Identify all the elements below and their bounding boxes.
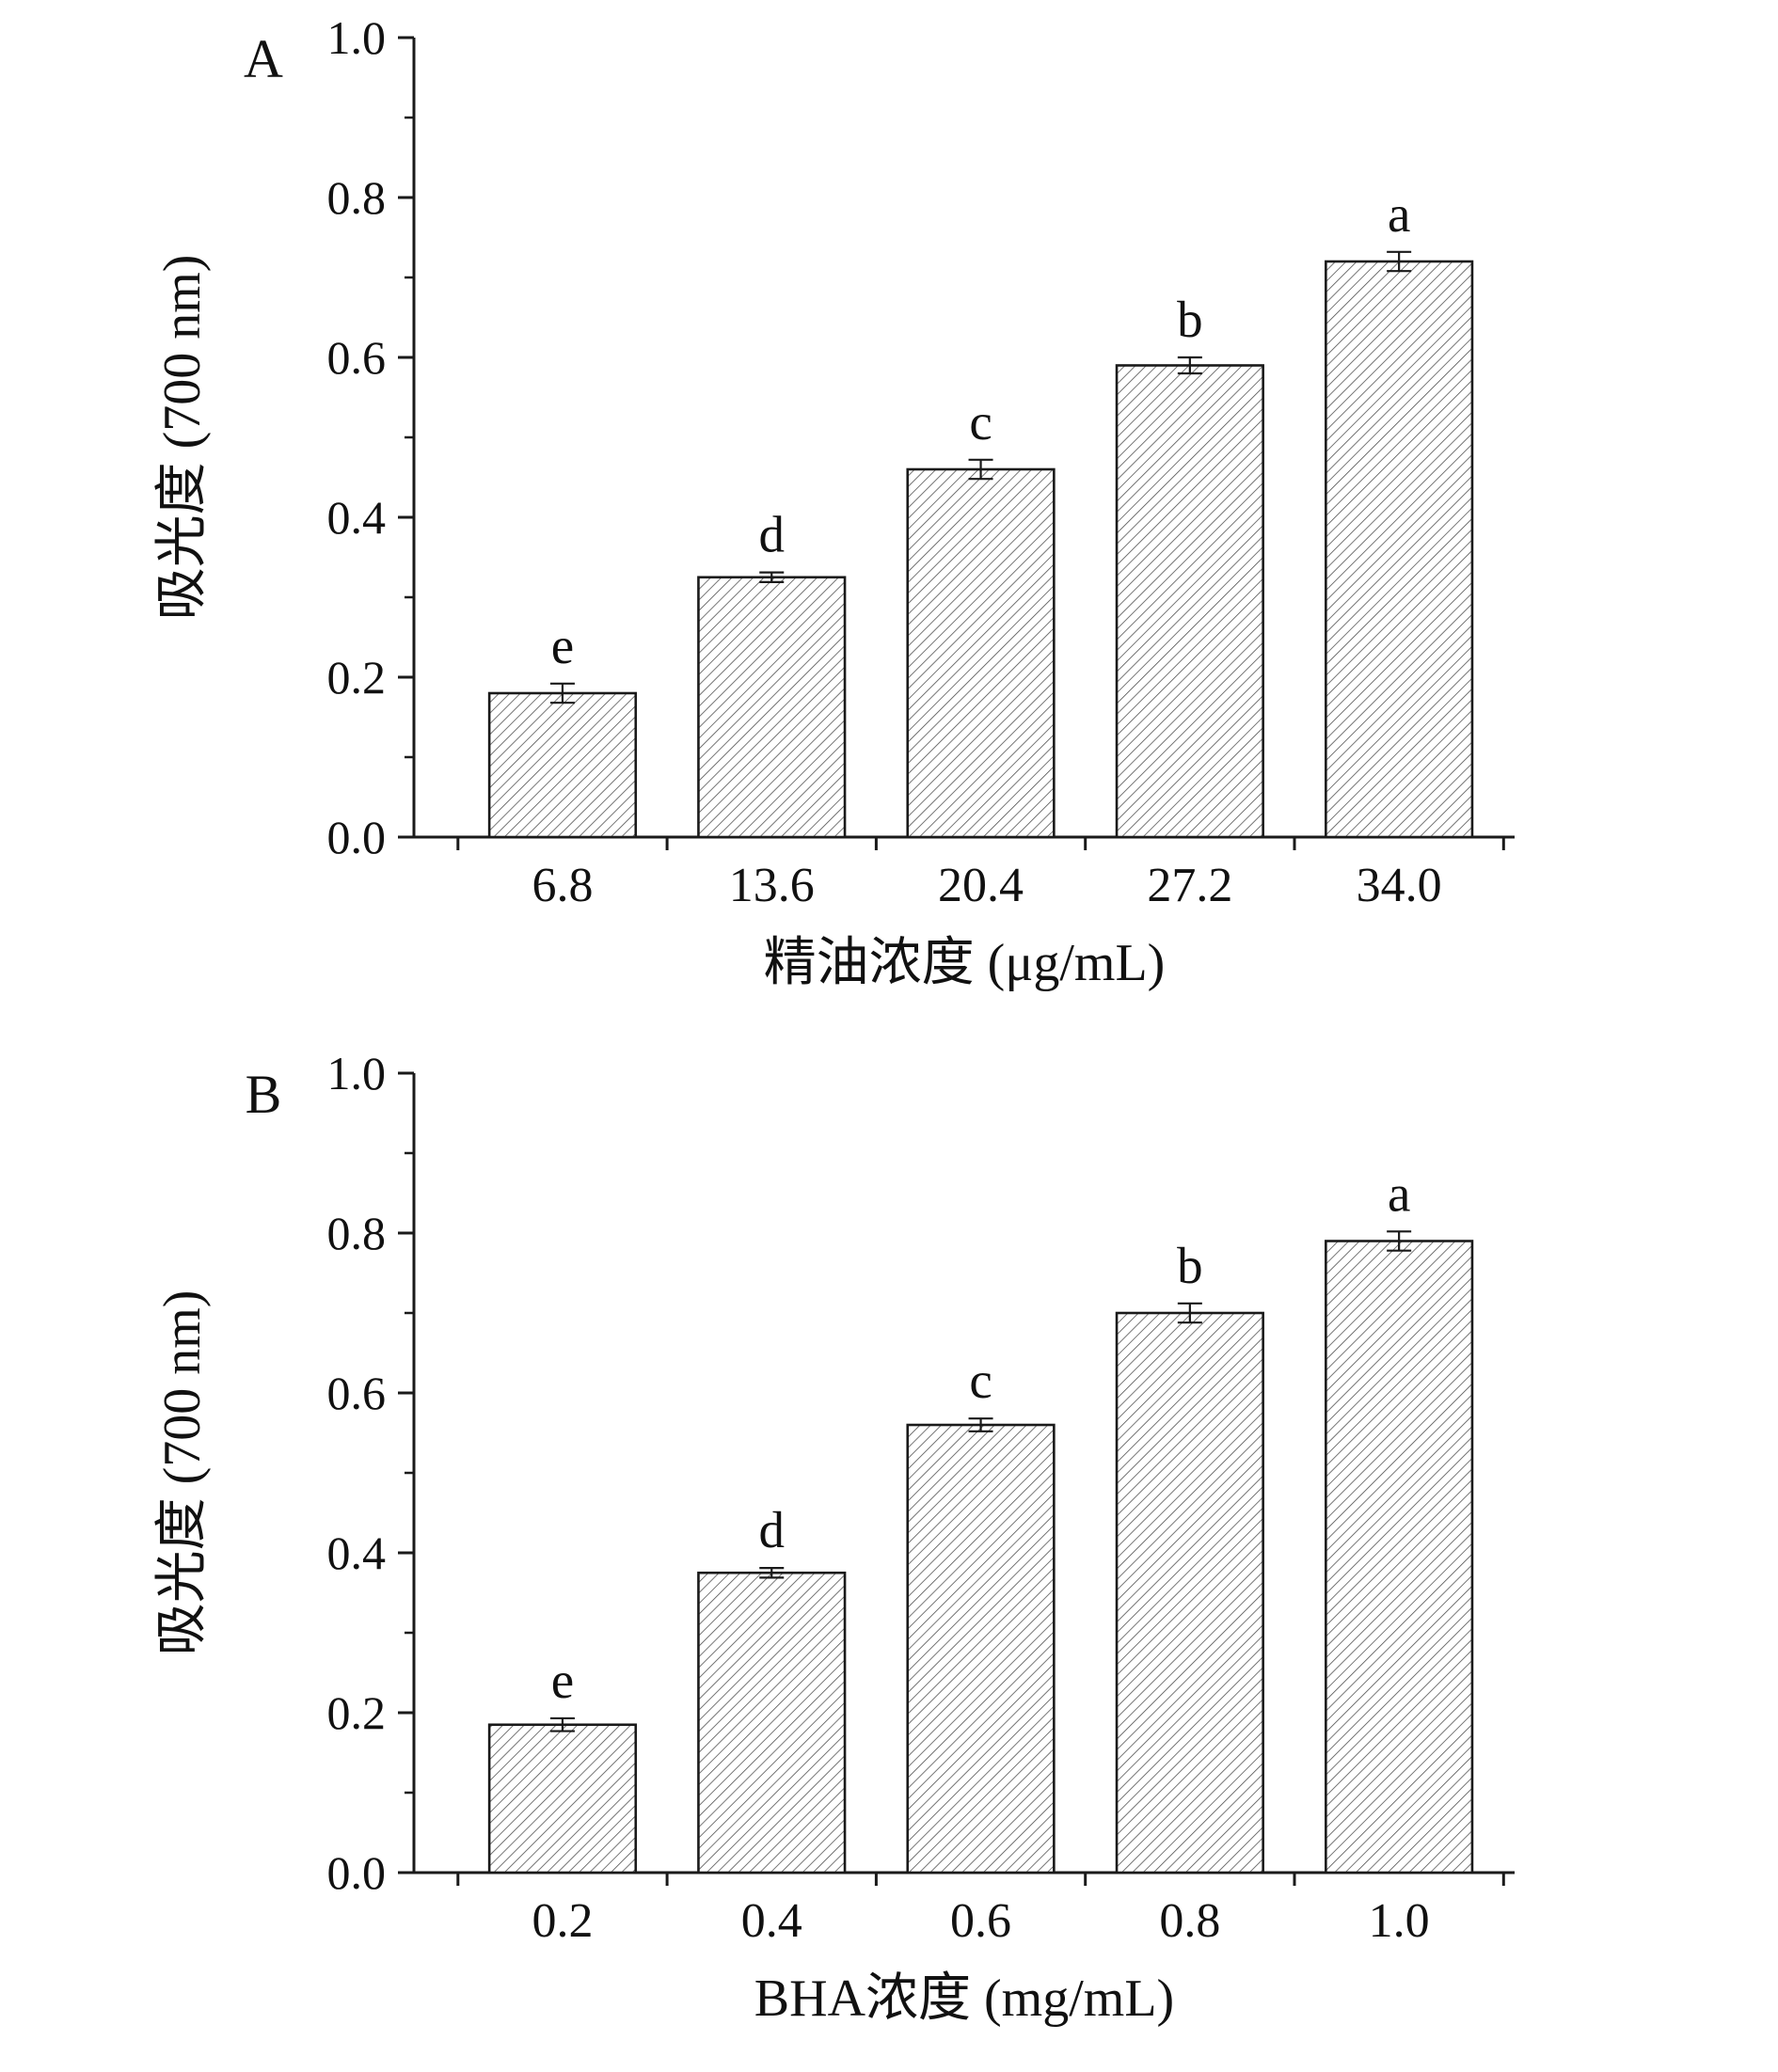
bar [1115,364,1264,839]
y-tick-label: 0.2 [327,651,387,704]
x-tick-label: 27.2 [1147,859,1232,912]
bar [697,1571,847,1874]
bar-letter: c [969,1352,992,1409]
bar-letter: d [759,506,786,563]
x-tick-label: 1.0 [1369,1894,1430,1948]
y-tick-label: 1.0 [327,11,387,64]
bar-letter: a [1388,185,1410,243]
bar-chart-a: A 0.0 0.2 0.4 0.6 0.8 1.0 e 6.8 d 13.6 c 20.4 b 27.2 a 3… [153,11,1515,992]
x-tick-label: 20.4 [938,859,1024,912]
x-tick-label: 6.8 [532,859,593,912]
bar [906,467,1056,839]
bar-letter: b [1177,1237,1203,1294]
panel-label: B [246,1064,282,1125]
y-tick-label: 0.0 [327,811,387,863]
bar [697,576,847,839]
y-tick-label: 0.6 [327,1367,387,1419]
y-tick-label: 0.0 [327,1846,387,1899]
y-tick-label: 0.8 [327,1207,387,1259]
y-tick-label: 0.4 [327,1526,387,1579]
x-tick-label: 13.6 [729,859,815,912]
panel-label: A [244,28,283,89]
bar [487,691,638,839]
x-tick-label: 0.6 [950,1894,1011,1948]
bar-chart-b: B 0.0 0.2 0.4 0.6 0.8 1.0 e 0.2 d 0.4 c 0.6 b 0.8 a 1.0 B… [153,1047,1515,2028]
bar [487,1723,638,1874]
bar-letter: e [551,1652,574,1709]
bar-letter: b [1177,291,1203,348]
x-tick-label: 0.4 [741,1894,802,1948]
y-tick-label: 0.4 [327,491,387,544]
chart-panel-b: B 0.0 0.2 0.4 0.6 0.8 1.0 e 0.2 d 0.4 c 0.6 b 0.8 a 1.0 B… [0,1036,1778,2071]
y-tick-label: 0.2 [327,1686,387,1739]
bar-letter: d [759,1501,786,1558]
x-axis-title: 精油浓度 (μg/mL) [764,934,1166,992]
bar [1325,260,1474,839]
bar [906,1423,1056,1874]
y-axis-title: 吸光度 (700 nm) [153,255,212,621]
x-tick-label: 0.2 [532,1894,593,1948]
x-axis-title: BHA浓度 (mg/mL) [754,1969,1174,2028]
bar [1115,1311,1264,1874]
y-tick-label: 1.0 [327,1047,387,1099]
chart-panel-a: A 0.0 0.2 0.4 0.6 0.8 1.0 e 6.8 d 13.6 c 20.4 b 27.2 a 3… [153,11,1515,992]
bar-letter: a [1388,1164,1410,1222]
y-tick-label: 0.8 [327,171,387,224]
x-tick-label: 34.0 [1357,859,1442,912]
bar-letter: c [969,393,992,451]
bar [1325,1240,1474,1874]
y-axis-title: 吸光度 (700 nm) [153,1290,212,1656]
x-tick-label: 0.8 [1159,1894,1220,1948]
bar-letter: e [551,617,574,674]
y-tick-label: 0.6 [327,331,387,384]
